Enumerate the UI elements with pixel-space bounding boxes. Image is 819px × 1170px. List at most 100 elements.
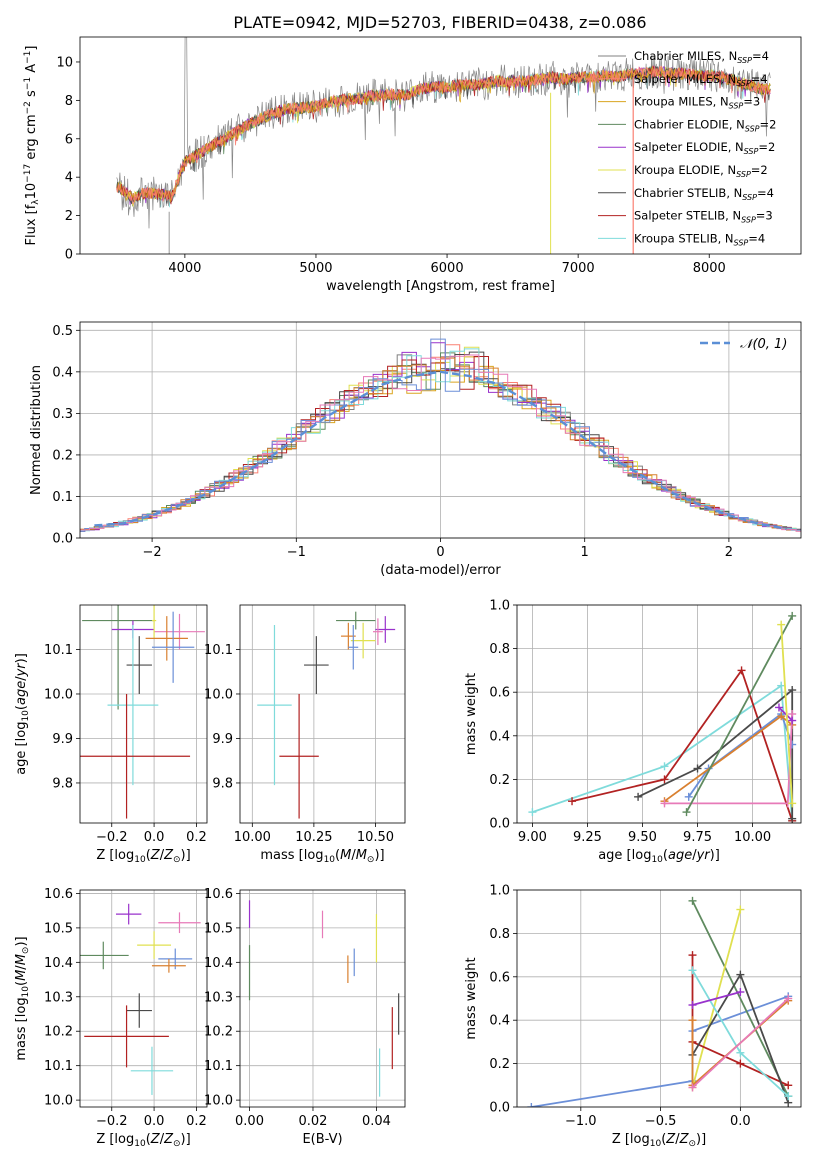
x-tick-label: 10.00 [734,830,771,845]
x-axis-label: Z [log10(Z/Z⊙)] [96,1132,190,1149]
y-tick-label: 10 [56,55,73,70]
spectrum-panel: 4000 5000 6000 7000 8000 0 2 4 6 8 10 wavelength [A… [23,36,802,294]
errorbar-point-4 [80,941,129,970]
x-tick-label: 1 [581,545,589,560]
axes-frame [516,889,802,1108]
y-tick-label: 0.4 [489,729,510,744]
y-tick-label: 0.0 [489,1101,510,1116]
x-tick-label: 6000 [431,261,464,276]
x-tick-label: 0.2 [186,1114,207,1129]
axes-frame [239,604,406,824]
errorbar-point-3 [154,613,205,650]
x-tick-label: 10.00 [234,830,271,845]
age-vs-metallicity-panel: −0.2 0.0 0.2 9.8 9.9 10.0 10.1 Z [log10(Z/Z⊙)] a… [14,604,208,865]
errorbar-point-2 [375,616,396,643]
x-tick-label: 9.50 [628,830,657,845]
y-tick-label: 10.0 [44,1094,73,1109]
y-tick-label: 9.9 [52,732,73,747]
errorbar-point-8 [84,1005,169,1068]
y-tick-label: 10.3 [204,990,233,1005]
weight-series-2 [691,900,790,1097]
y-tick-label: 9.8 [52,776,73,791]
errorbar-point-5 [145,616,188,661]
x-tick-label: 0.0 [730,1114,751,1129]
errorbar-point-9 [279,693,319,819]
errorbar-point-6 [348,625,359,670]
weight-series-3 [637,688,794,819]
x-tick-label: 8000 [693,261,726,276]
y-tick-label: 0.6 [489,686,510,701]
y-axis-label: mass weight [464,957,479,1039]
errorbar-point-7 [126,993,152,1028]
x-tick-label: 5000 [299,261,332,276]
errorbar-point-3 [372,618,383,646]
x-tick-label: 0.00 [235,1114,264,1129]
errorbar-point-9 [130,1046,174,1095]
legend-label: Salpeter MILES, NSSP=4 [634,72,768,88]
y-axis-label: Flux [fλ10−17 erg cm−2 s−1 A−1] [23,46,41,246]
weight-series-1 [532,684,794,821]
x-tick-label: 0.2 [186,830,207,845]
spectrum-series-9 [116,65,771,205]
axes-frame [79,604,208,824]
y-tick-label: 10.6 [204,887,233,902]
x-tick-label: −1 [287,545,306,560]
weight-series-4 [687,712,794,798]
histogram-steps [80,338,801,533]
spectrum-lines [116,37,771,254]
errorbar-point-1 [82,605,155,710]
x-tick-label: 7000 [562,261,595,276]
residual-histogram-panel: −2 −1 0 1 2 0.0 0.1 0.2 0.3 0.4 0.5 (data-model)/er… [29,321,802,578]
x-axis-label: age [log10(age/yr)] [598,848,720,865]
legend-label: Salpeter STELIB, NSSP=3 [634,209,773,225]
legend-label: Salpeter ELODIE, NSSP=2 [634,140,775,156]
axes-frame [79,321,802,539]
y-tick-label: 8 [65,94,73,109]
y-tick-label: 0.0 [489,817,510,832]
x-axis-label: Z [log10(Z/Z⊙)] [612,1132,706,1149]
x-tick-label: 0.0 [144,1114,165,1129]
errorbars [257,611,396,819]
weight-vs-age-panel: 9.00 9.25 9.50 9.75 10.00 0.0 0.2 0.4 0.6 0.8 1.0 m… [464,599,802,865]
x-tick-label: 4000 [168,261,201,276]
errorbar-point-6 [151,958,186,973]
y-tick-label: 0.1 [52,490,73,505]
x-tick-label: −1.0 [565,1114,597,1129]
y-tick-label: 0.8 [489,927,510,942]
weight-series-9 [780,624,794,804]
x-axis-label: mass [log10(M/M⊙)] [260,848,384,865]
y-tick-label: 10.1 [204,1059,233,1074]
y-tick-label: 10.5 [44,921,73,936]
errorbar-point-4 [151,605,157,639]
y-axis-label: mass weight [464,673,479,755]
legend-label: Chabrier ELODIE, NSSP=2 [634,117,776,133]
y-tick-label: 10.1 [44,643,73,658]
y-tick-label: 9.8 [212,776,233,791]
y-tick-label: 0.0 [52,532,73,547]
y-tick-label: 1.0 [489,599,510,614]
x-tick-label: 9.00 [518,830,547,845]
weight-series-8 [685,615,793,813]
y-tick-label: 9.9 [212,732,233,747]
y-tick-label: 10.4 [44,956,73,971]
errorbar-point-7 [304,636,329,694]
weight-series-9 [691,997,789,1089]
x-axis-label: E(B-V) [302,1132,342,1147]
x-tick-label: 9.75 [683,830,712,845]
weight-series-7 [778,706,793,722]
errorbars [80,903,201,1095]
legend-label: 𝒩(0, 1) [740,337,787,352]
y-tick-label: 2 [65,209,73,224]
y-axis-label: Normed distribution [29,365,44,495]
x-tick-label: 9.25 [573,830,602,845]
y-tick-label: 6 [65,132,73,147]
legend-label: Chabrier MILES, NSSP=4 [634,49,769,65]
y-tick-label: 0.4 [489,1014,510,1029]
y-tick-label: 0.2 [489,1057,510,1072]
figure-title: PLATE=0942, MJD=52703, FIBERID=0438, z=0… [233,13,646,32]
y-tick-label: 10.6 [44,887,73,902]
errorbar-point-8 [257,625,292,786]
x-axis-label: (data-model)/error [380,563,501,578]
y-tick-label: 0.5 [52,324,73,339]
axes-frame [239,889,406,1108]
